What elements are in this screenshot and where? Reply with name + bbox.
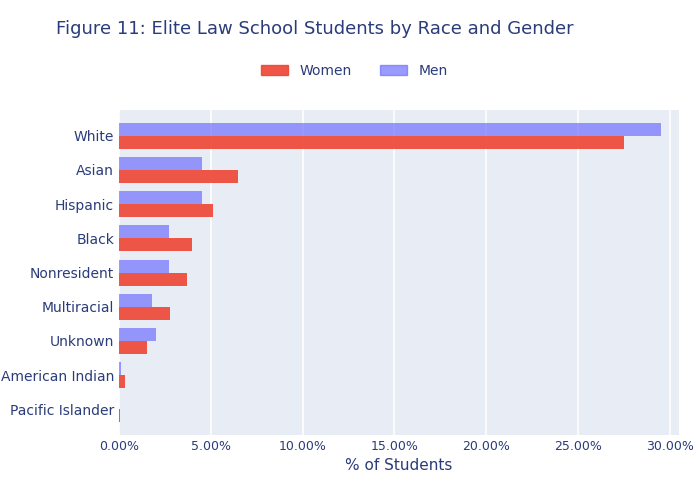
- Bar: [119, 136, 624, 148]
- Bar: [119, 294, 152, 306]
- Text: Figure 11: Elite Law School Students by Race and Gender: Figure 11: Elite Law School Students by …: [56, 20, 573, 38]
- Bar: [119, 328, 155, 341]
- Bar: [119, 375, 125, 388]
- Bar: [119, 122, 661, 136]
- Bar: [119, 191, 202, 204]
- Bar: [119, 341, 146, 354]
- Bar: [119, 204, 213, 217]
- Legend: Women, Men: Women, Men: [255, 58, 454, 84]
- Bar: [119, 170, 238, 183]
- Bar: [119, 238, 192, 252]
- Bar: [119, 260, 169, 272]
- X-axis label: % of Students: % of Students: [345, 458, 453, 473]
- Bar: [119, 272, 187, 285]
- Bar: [119, 226, 169, 238]
- Bar: [119, 306, 170, 320]
- Bar: [119, 157, 202, 170]
- Bar: [119, 362, 121, 375]
